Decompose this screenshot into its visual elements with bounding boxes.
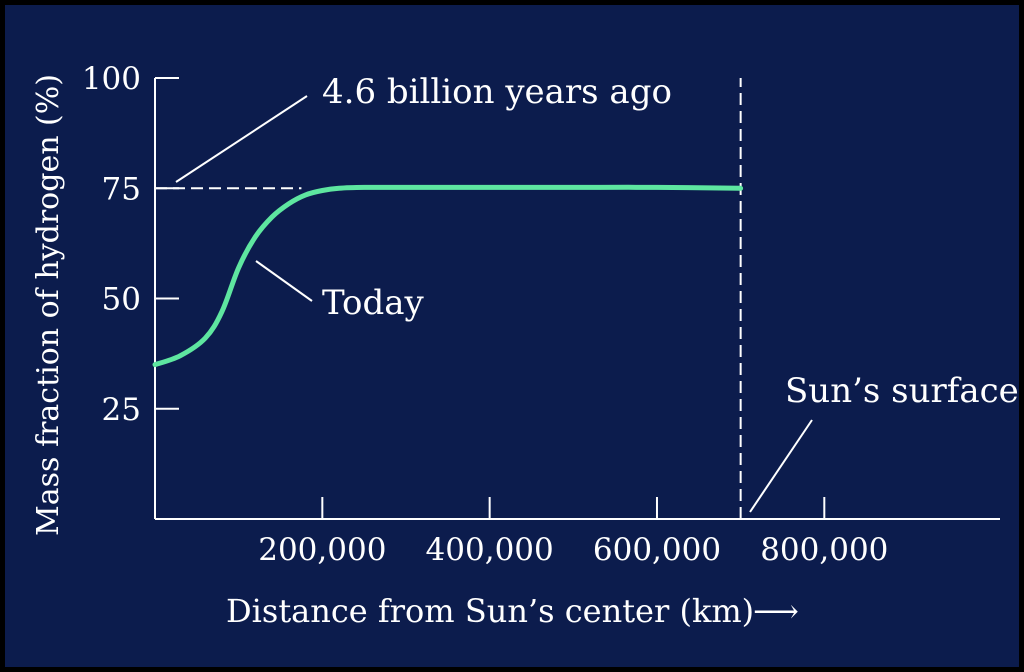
x-axis-arrow: ⟶ (753, 592, 799, 630)
x-ticks: 200,000 400,000 600,000 800,000 (258, 497, 888, 568)
y-tick-label: 25 (102, 392, 141, 428)
y-tick-label: 100 (82, 61, 141, 97)
annotation-4-6-billion-years-ago: 4.6 billion years ago (322, 72, 672, 112)
annotation-sun-surface: Sun’s surface (785, 371, 1019, 411)
y-axis-label: Mass fraction of hydrogen (%) (31, 74, 66, 536)
x-tick-label: 200,000 (258, 532, 386, 568)
annotation-leader-surface (749, 419, 813, 513)
x-tick-label: 600,000 (593, 532, 721, 568)
y-tick-label: 50 (102, 282, 141, 318)
y-ticks: 25 50 75 100 (82, 61, 179, 428)
annotation-today: Today (322, 283, 425, 323)
series-line-today (152, 184, 744, 368)
chart-background (5, 5, 1019, 667)
y-tick-label: 75 (102, 171, 141, 207)
annotation-leader-today (255, 260, 313, 302)
x-axis-label: Distance from Sun’s center (km) (226, 592, 754, 630)
annotation-leader-ago (175, 95, 308, 183)
x-tick-label: 800,000 (760, 532, 888, 568)
x-tick-label: 400,000 (426, 532, 554, 568)
